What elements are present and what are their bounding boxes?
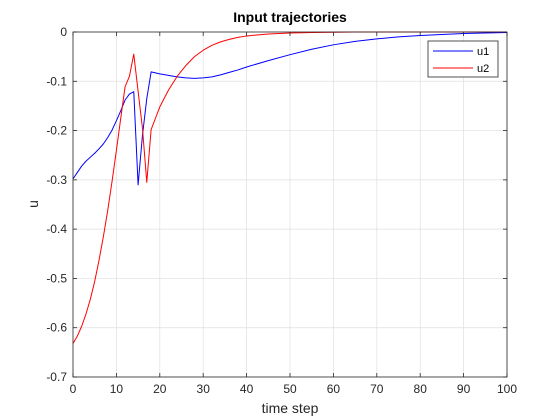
series-line-u1 [72, 31, 508, 186]
y-tick-label: 0 [60, 25, 67, 39]
x-tick-label: 70 [370, 382, 384, 396]
x-tick-label: 50 [283, 382, 297, 396]
series-line-u2 [72, 31, 507, 344]
ticks: 0 10 20 30 40 50 60 70 80 90 100 -0.7 -0.6 -0.5 -0.4 -0… [46, 25, 517, 396]
x-tick-label: 90 [457, 382, 471, 396]
x-tick-label: 10 [110, 382, 124, 396]
x-tick-label: 80 [414, 382, 428, 396]
legend-label-u2: u2 [477, 63, 489, 75]
y-tick-label: -0.4 [46, 222, 67, 236]
x-tick-label: 30 [197, 382, 211, 396]
y-axis-label: u [25, 200, 41, 208]
x-tick-label: 0 [70, 382, 77, 396]
series-layer [72, 31, 508, 344]
legend-label-u1: u1 [477, 46, 489, 58]
y-tick-label: -0.6 [46, 321, 67, 335]
y-tick-label: -0.7 [46, 370, 67, 384]
legend: u1 u2 [427, 40, 499, 78]
x-tick-label: 60 [327, 382, 341, 396]
x-axis-label: time step [262, 400, 319, 416]
chart-title: Input trajectories [233, 9, 347, 25]
x-tick-label: 20 [153, 382, 167, 396]
y-tick-label: -0.1 [46, 74, 67, 88]
x-tick-label: 40 [240, 382, 254, 396]
x-tick-label: 100 [497, 382, 517, 396]
y-tick-label: -0.3 [46, 173, 67, 187]
y-tick-label: -0.2 [46, 124, 67, 138]
y-tick-label: -0.5 [46, 271, 67, 285]
legend-box [427, 40, 499, 78]
